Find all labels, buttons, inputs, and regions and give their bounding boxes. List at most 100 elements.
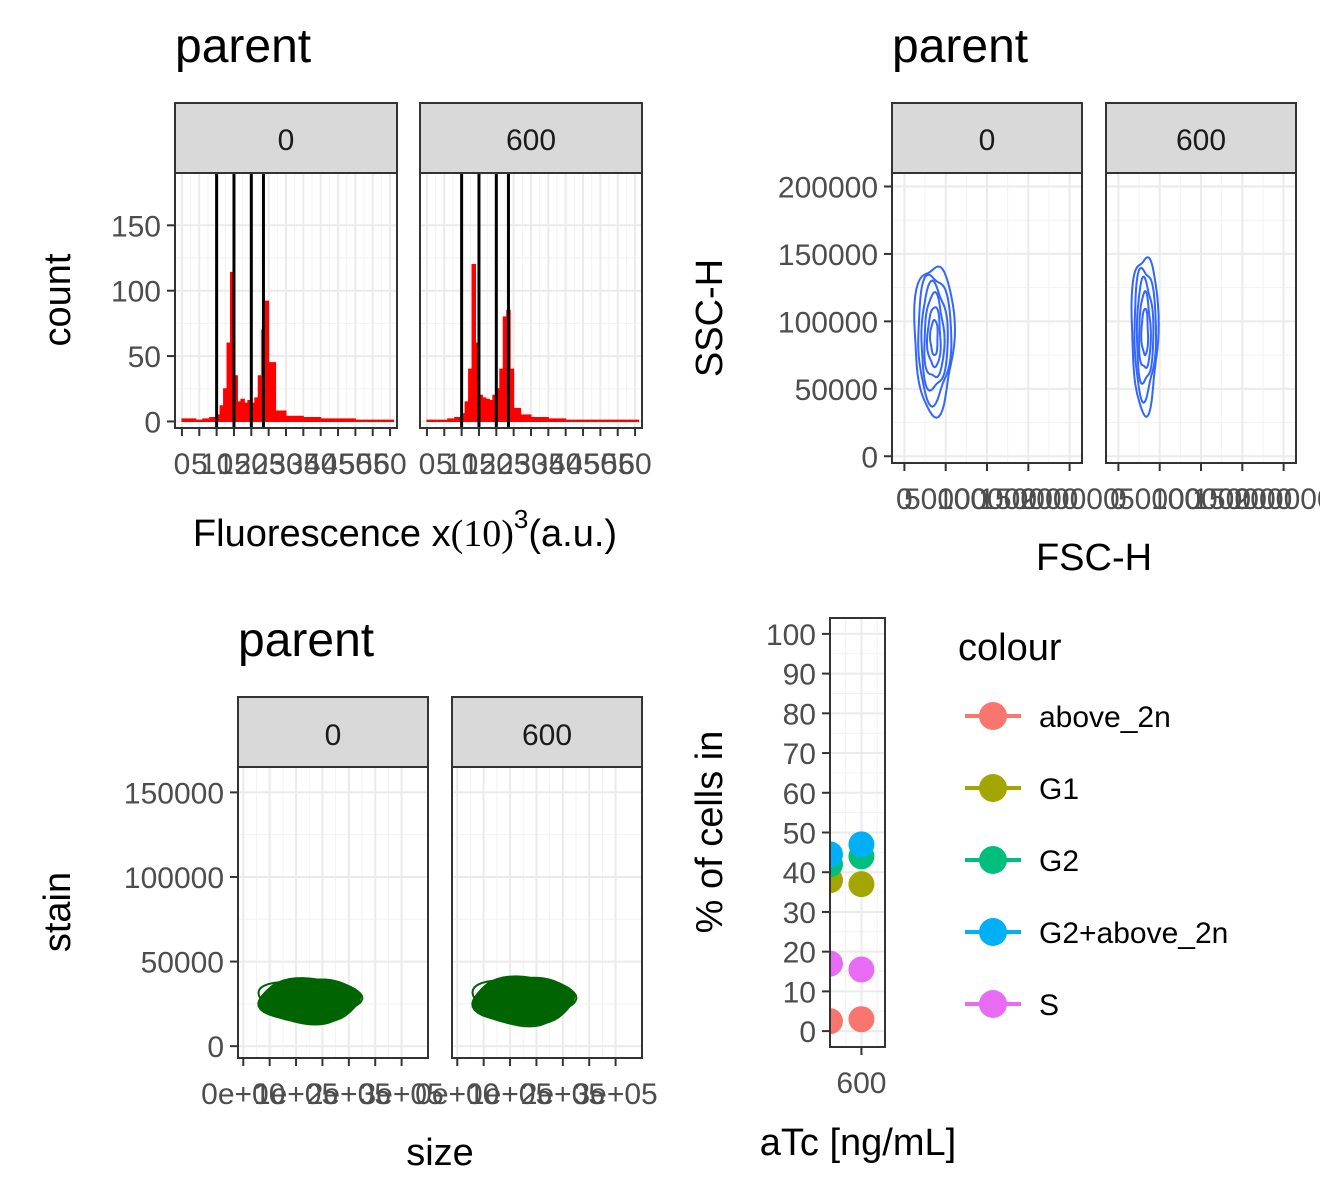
size-stain-facet-0-contour-level xyxy=(267,982,355,1021)
size-stain-facet-1-contours xyxy=(471,975,578,1028)
percent-y-axis-tick-label: 30 xyxy=(783,897,816,930)
fsc-ssc-x-axis-1-tick-label: 50000 xyxy=(1118,483,1201,516)
size-stain-x-axis-1-tick-label: 1e+05 xyxy=(468,1078,552,1111)
histogram-x-axis-1-tick-label: 40 xyxy=(549,448,582,481)
legend-key-point xyxy=(979,702,1007,730)
legend-item-G2: G2 xyxy=(965,845,1079,878)
histogram-x-axis-1-tick-label: 50 xyxy=(584,448,617,481)
histogram-x-title-suffix: (a.u.) xyxy=(528,513,617,555)
fsc-ssc-x-title: FSC-H xyxy=(1036,537,1152,579)
percent-y-axis-tick-label: 100 xyxy=(766,619,816,652)
histogram-x-axis-0-tick-label: 15 xyxy=(217,448,250,481)
size-stain-facet-0-contour-level xyxy=(277,986,344,1014)
panel-histogram: parent count Fluorescence x(10)3(a.u.) 0… xyxy=(37,20,652,555)
fsc-ssc-y-axis: 0 50000 100000 150000 200000 xyxy=(778,171,892,474)
fsc-ssc-facet-0-contour-level xyxy=(917,273,953,408)
histogram-x-title-main: Fluorescence x xyxy=(193,513,451,555)
histogram-x-axis-0-tick-label: 35 xyxy=(287,448,320,481)
percent-y-axis-tick-label: 50 xyxy=(783,818,816,851)
size-stain-y-axis: 0 50000 100000 150000 xyxy=(124,777,238,1064)
size-stain-facet-1-contour-level xyxy=(491,986,558,1014)
size-stain-x-title: size xyxy=(406,1132,474,1174)
fsc-ssc-facet-0-contour-level xyxy=(913,265,957,419)
size-stain-x-axis-0-tick-label: 3e+05 xyxy=(359,1078,443,1111)
percent-point-S xyxy=(848,956,875,983)
histogram-x-axis-1-tick-label: 5 xyxy=(436,448,453,481)
percent-point-above_2n xyxy=(830,1008,843,1035)
fsc-ssc-facet-1-contour-level xyxy=(1138,289,1152,369)
size-stain-x-axis-1-tick-label: 0e+00 xyxy=(415,1078,499,1111)
histogram-x-axis-0-tick-label: 55 xyxy=(356,448,389,481)
size-stain-facet-0: 0 xyxy=(237,696,429,1059)
fsc-ssc-x-axis-1-tick-label: 150000 xyxy=(1192,483,1292,516)
size-stain-facet-1-contour-level xyxy=(471,976,578,1028)
size-stain-facet-1-label: 600 xyxy=(522,719,572,752)
fsc-ssc-x-axis-0-tick-label: 150000 xyxy=(978,483,1078,516)
fsc-ssc-x-axis-1-tick-label: 100000 xyxy=(1151,483,1251,516)
fsc-ssc-facet-0-label: 0 xyxy=(979,124,996,157)
percent-point-G2+above_2n xyxy=(830,841,843,868)
fsc-ssc-facet-1-grid xyxy=(1106,173,1296,463)
legend-items: above_2n G1 G2 G2+above_2n S xyxy=(965,701,1228,1022)
size-stain-facet-1: 600 xyxy=(451,696,643,1059)
histogram-facet-1-strip xyxy=(419,102,643,174)
fsc-ssc-facet-0-contour-level xyxy=(929,319,939,356)
percent-y-axis-tick-label: 80 xyxy=(783,698,816,731)
histogram-x-axis-1-tick-label: 55 xyxy=(601,448,634,481)
percent-y-axis: 0 10 20 30 40 50 60 70 80 90 100 xyxy=(766,619,830,1049)
histogram-y-axis: 0 50 100 150 xyxy=(111,210,175,439)
legend-item-S: S xyxy=(965,989,1059,1022)
size-stain-y-title: stain xyxy=(37,872,79,952)
histogram-x-axis-0-tick-label: 50 xyxy=(339,448,372,481)
legend-item-above_2n: above_2n xyxy=(965,701,1171,734)
size-stain-y-axis-tick-label: 100000 xyxy=(124,862,224,895)
fsc-ssc-x-axis-1-tick-label: 0 xyxy=(1110,483,1127,516)
histogram-x-axis-0-tick-label: 0 xyxy=(174,448,191,481)
size-stain-y-axis-tick-label: 150000 xyxy=(124,777,224,810)
size-stain-x-axis-1-tick-label: 3e+05 xyxy=(573,1078,657,1111)
panel-size-stain: parent stain size 0 600 0 50000 100000 1500… xyxy=(37,614,658,1174)
legend-label: above_2n xyxy=(1039,701,1171,734)
histogram-x-axis-0-tick-label: 25 xyxy=(252,448,285,481)
histogram-x-axis-1-tick-label: 15 xyxy=(462,448,495,481)
fsc-ssc-y-axis-tick-label: 200000 xyxy=(778,171,878,204)
percent-points xyxy=(830,831,875,1035)
histogram-x-title-math: (10) xyxy=(451,513,514,555)
fsc-ssc-y-title: SSC-H xyxy=(689,259,731,377)
percent-y-axis-tick-label: 90 xyxy=(783,659,816,692)
fsc-ssc-facet-0: 0 xyxy=(891,102,1083,464)
percent-y-axis-tick-label: 60 xyxy=(783,778,816,811)
fsc-ssc-facet-1-contour-level xyxy=(1140,307,1150,357)
fsc-ssc-y-axis-tick-label: 0 xyxy=(861,441,878,474)
histogram-x-axis-1-tick-label: 35 xyxy=(532,448,565,481)
legend-key-point xyxy=(979,774,1007,802)
size-stain-x-axis-1-tick-label: 2e+05 xyxy=(521,1078,605,1111)
fsc-ssc-facet-0-contour-level xyxy=(923,291,946,379)
histogram-x-title-sup: 3 xyxy=(514,504,528,534)
fsc-ssc-facet-1-strip xyxy=(1105,102,1297,174)
histogram-y-axis-tick-label: 50 xyxy=(128,341,161,374)
percent-y-axis-tick-label: 70 xyxy=(783,738,816,771)
percent-y-axis-tick-label: 40 xyxy=(783,857,816,890)
fsc-ssc-title: parent xyxy=(892,20,1028,73)
size-stain-facet-1-border xyxy=(451,766,643,1059)
size-stain-facet-1-strip xyxy=(451,696,643,768)
size-stain-x-axis-0-tick-label: 1e+05 xyxy=(254,1078,338,1111)
histogram-facet-1-label: 600 xyxy=(506,124,556,157)
legend-title: colour xyxy=(958,627,1062,669)
percent-point-above_2n xyxy=(848,1006,875,1033)
histogram-x-axis-1-tick-label: 25 xyxy=(497,448,530,481)
legend-label: G2+above_2n xyxy=(1039,917,1228,950)
legend-item-G2+above_2n: G2+above_2n xyxy=(965,917,1228,950)
histogram-x-axis-0-tick-label: 20 xyxy=(235,448,268,481)
histogram-x-axis-1-tick-label: 45 xyxy=(566,448,599,481)
size-stain-facet-1-contour-level xyxy=(481,982,569,1021)
histogram-x-axis-0-tick-label: 45 xyxy=(321,448,354,481)
percent-y-axis-tick-label: 10 xyxy=(783,976,816,1009)
percent-y-title: % of cells in xyxy=(689,731,731,934)
size-stain-facet-0-contours xyxy=(257,977,364,1026)
